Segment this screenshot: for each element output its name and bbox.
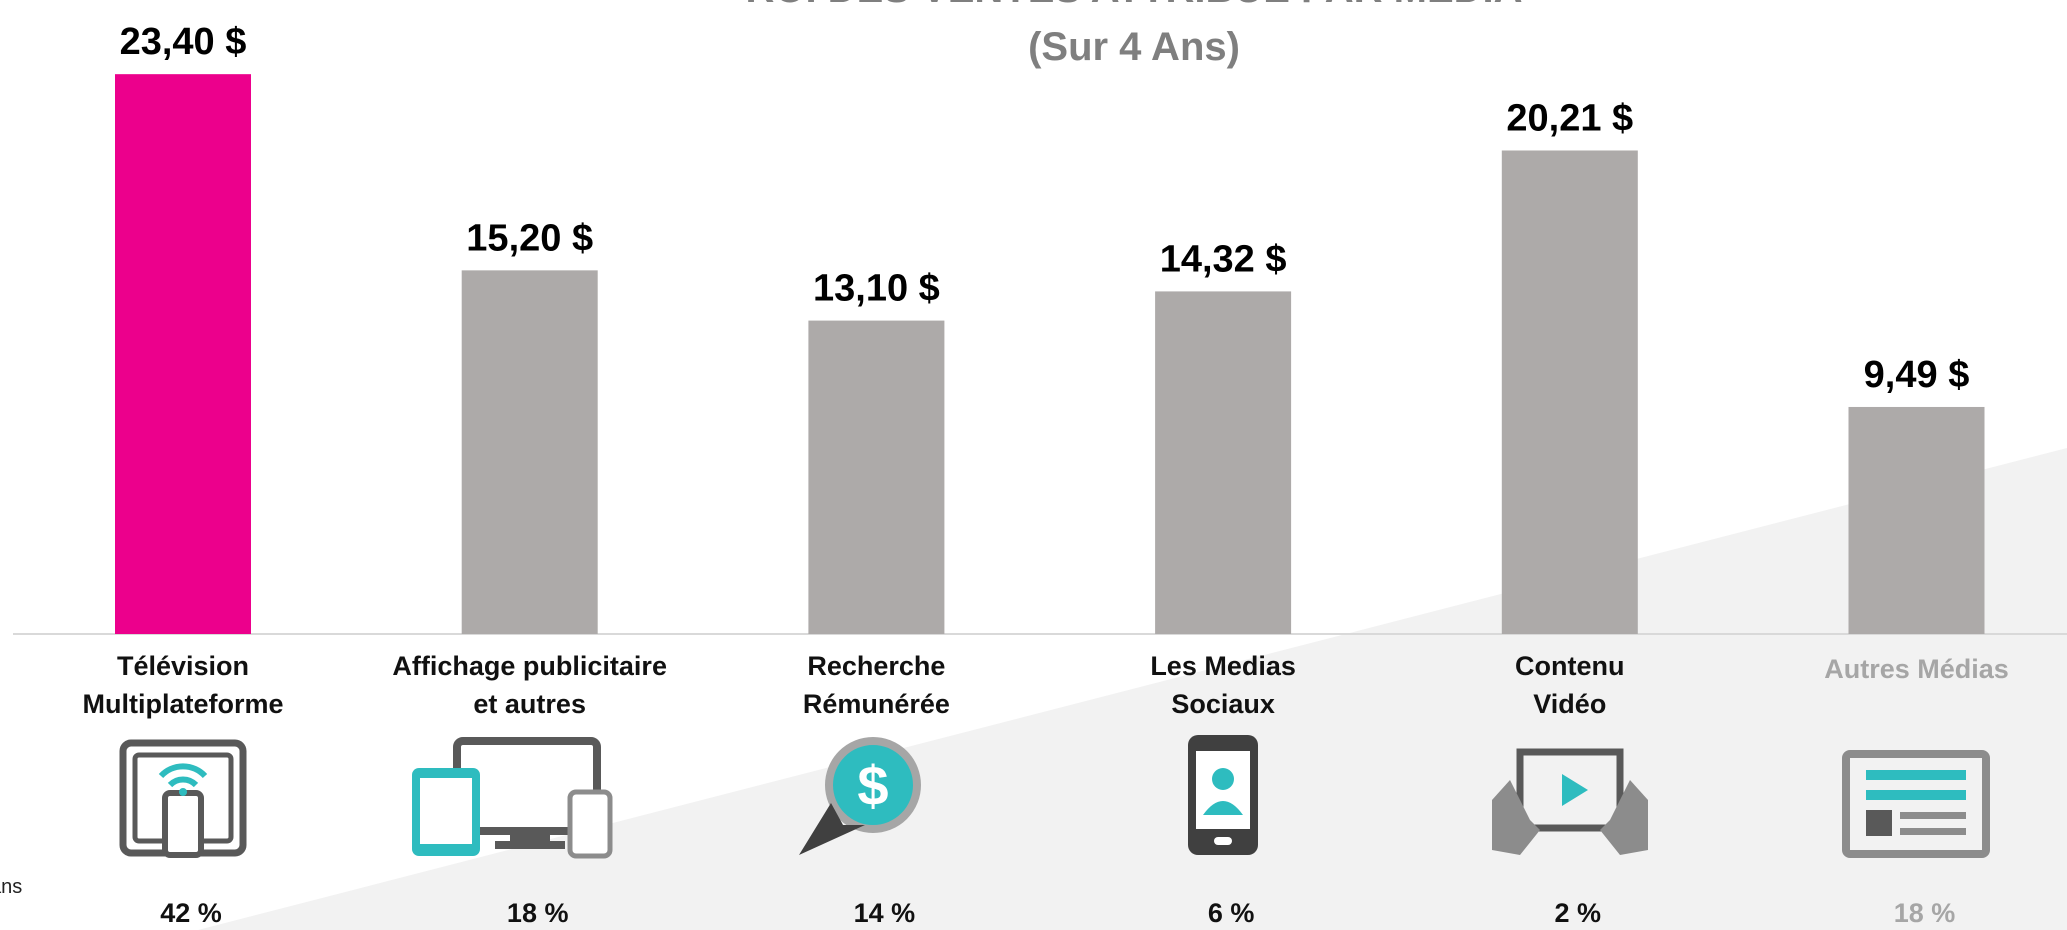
value-label: 13,10 $ xyxy=(813,268,940,310)
share-label: 18 % xyxy=(507,898,569,928)
category-label: Rémunérée xyxy=(803,689,950,719)
category-label: Autres Médias xyxy=(1824,654,2009,684)
share-label: 14 % xyxy=(854,898,916,928)
share-label: 18 % xyxy=(1894,898,1956,928)
bar xyxy=(461,270,598,634)
bar xyxy=(115,74,251,635)
video-icon xyxy=(1492,748,1648,855)
category-label: Affichage publicitaire xyxy=(392,651,667,681)
tv-icon xyxy=(119,739,247,858)
share-label: 2 % xyxy=(1555,898,1602,928)
annotation: ans xyxy=(0,876,22,898)
bar xyxy=(1848,406,1985,634)
phone-icon xyxy=(1188,735,1258,855)
category-label: Sociaux xyxy=(1171,689,1275,719)
category-label: Les Medias xyxy=(1150,651,1296,681)
chart-subtitle: (Sur 4 Ans) xyxy=(1028,25,1240,69)
value-label: 20,21 $ xyxy=(1506,97,1633,139)
category-label: Contenu xyxy=(1515,651,1624,681)
svg-text:$: $ xyxy=(857,754,888,817)
value-label: 14,32 $ xyxy=(1160,238,1287,280)
value-label: 23,40 $ xyxy=(120,21,247,63)
share-label: 42 % xyxy=(160,898,222,928)
devices-icon xyxy=(412,737,613,859)
chart-title: ROI DES VENTES ATTRIBUÉ PAR MÉDIA xyxy=(745,0,1522,11)
bar xyxy=(1501,150,1638,634)
news-icon xyxy=(1842,750,1990,858)
share-label: 6 % xyxy=(1208,898,1255,928)
category-label: Multiplateforme xyxy=(82,689,283,719)
bar xyxy=(1155,291,1292,634)
bar xyxy=(808,320,945,634)
search-icon: $ xyxy=(799,737,921,855)
category-label: Télévision xyxy=(117,651,249,681)
value-label: 15,20 $ xyxy=(466,217,593,259)
category-label: et autres xyxy=(473,689,586,719)
category-label: Vidéo xyxy=(1533,689,1606,719)
value-label: 9,49 $ xyxy=(1864,354,1970,396)
category-label: Recherche xyxy=(807,651,945,681)
